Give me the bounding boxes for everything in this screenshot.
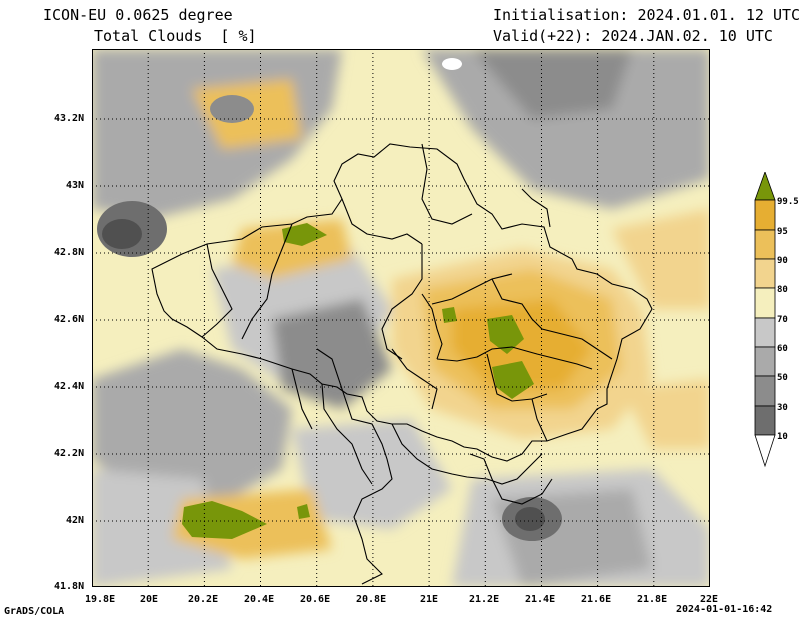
model-title: ICON-EU 0.0625 degree <box>43 6 233 24</box>
grid <box>92 49 710 587</box>
colorbar-swatch <box>754 287 776 319</box>
colorbar-swatch <box>754 258 776 289</box>
colorbar-swatch <box>754 405 776 436</box>
lon-label: 20.4E <box>244 594 275 605</box>
valid-time: Valid(+22): 2024.JAN.02. 10 UTC <box>493 27 773 45</box>
border-line <box>391 348 438 410</box>
lon-label: 21.2E <box>469 594 500 605</box>
cloud-cell <box>272 299 392 409</box>
credit: GrADS/COLA <box>4 606 65 617</box>
timestamp: 2024-01-01-16:42 <box>676 604 773 615</box>
colorbar-label: 95 <box>777 227 788 237</box>
colorbar-swatch <box>754 317 776 348</box>
lon-label: 21.6E <box>581 594 612 605</box>
border-line <box>421 143 473 225</box>
lat-label: 43N <box>66 180 85 191</box>
cloud-cell <box>92 349 292 509</box>
lon-label: 21.8E <box>637 594 668 605</box>
border-line <box>291 368 313 430</box>
border-line <box>531 398 548 442</box>
border-line <box>421 293 443 360</box>
border-line <box>341 198 423 245</box>
lat-label: 43.2N <box>54 113 85 124</box>
cloud-cell <box>292 419 452 529</box>
cloud-cell <box>102 219 142 249</box>
cloud-max-cell <box>297 504 310 519</box>
lat-label: 41.8N <box>54 581 85 592</box>
map-frame <box>92 49 710 587</box>
cloud-cell <box>612 209 710 309</box>
lon-label: 20E <box>140 594 159 605</box>
border-line <box>151 143 653 462</box>
lon-label: 20.8E <box>356 594 387 605</box>
border-line <box>436 346 593 370</box>
border-line <box>201 243 233 338</box>
border-line <box>241 223 293 340</box>
lat-label: 42.8N <box>54 247 85 258</box>
colorbar: 99.5 95 90 80 70 60 50 30 10 <box>754 172 799 468</box>
lon-label: 21.4E <box>525 594 556 605</box>
cloud-map <box>92 49 710 587</box>
colorbar-label: 80 <box>777 285 788 295</box>
cloud-cell <box>515 507 545 531</box>
cloud-max-cell <box>182 501 267 539</box>
lon-label: 22E <box>700 594 719 605</box>
cloud-cell <box>442 58 462 70</box>
lat-label: 42.2N <box>54 448 85 459</box>
colorbar-label: 99.5 <box>777 197 799 207</box>
colorbar-label: 90 <box>777 256 788 266</box>
colorbar-swatch <box>754 229 776 260</box>
lon-label: 20.2E <box>188 594 219 605</box>
cloud-cell <box>210 95 254 123</box>
lat-label: 42N <box>66 515 85 526</box>
colorbar-label: 70 <box>777 315 788 325</box>
lon-label: 21E <box>420 594 439 605</box>
cloud-cell <box>452 299 592 389</box>
colorbar-label: 60 <box>777 344 788 354</box>
colorbar-label: 30 <box>777 403 788 413</box>
cloud-max-cell <box>442 307 457 323</box>
cloud-max-cell <box>492 361 534 399</box>
cloud-max-cell <box>487 315 524 354</box>
colorbar-swatch <box>754 375 776 407</box>
cloud-cell <box>422 49 710 209</box>
lat-label: 42.6N <box>54 314 85 325</box>
cloud-cell <box>472 49 632 119</box>
cloud-cell <box>622 379 710 449</box>
variable-title: Total Clouds [ %] <box>94 27 257 45</box>
colorbar-bottom-arrow <box>754 434 776 468</box>
lon-label: 19.8E <box>85 594 116 605</box>
lon-label: 20.6E <box>300 594 331 605</box>
colorbar-label: 50 <box>777 373 788 383</box>
init-time: Initialisation: 2024.01.01. 12 UTC <box>493 6 800 24</box>
colorbar-top-arrow <box>754 172 776 201</box>
border-line <box>381 244 423 360</box>
border-line <box>521 188 551 228</box>
border-line <box>431 273 513 305</box>
colorbar-swatch <box>754 346 776 377</box>
border-line <box>321 383 373 485</box>
colorbar-swatch <box>754 199 776 231</box>
border-line <box>316 348 393 585</box>
colorbar-label: 10 <box>777 432 788 442</box>
border-line <box>486 353 548 402</box>
lat-label: 42.4N <box>54 381 85 392</box>
borders <box>151 143 653 585</box>
cloud-max-cell <box>282 223 327 246</box>
